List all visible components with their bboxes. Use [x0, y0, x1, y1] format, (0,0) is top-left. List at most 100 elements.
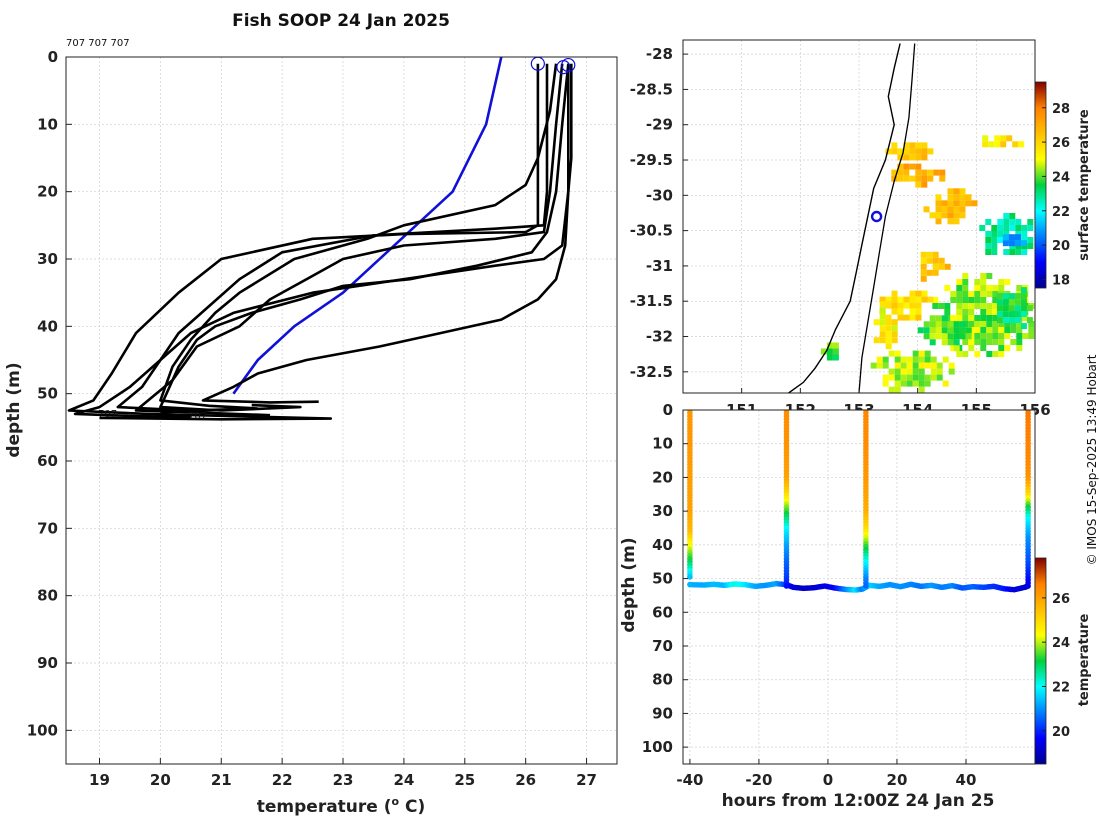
- sst-cell: [1010, 327, 1017, 333]
- sst-cell: [921, 290, 928, 297]
- profile-xtick-label: 25: [454, 771, 475, 789]
- sst-cell: [974, 315, 981, 321]
- sst-cell: [991, 237, 998, 243]
- sst-cell: [980, 321, 987, 327]
- sst-cell: [985, 219, 992, 225]
- hov-xtick-label: -40: [676, 771, 703, 789]
- sst-cell: [980, 291, 987, 297]
- sst-cell: [826, 354, 833, 361]
- sst-cell: [947, 333, 954, 340]
- sst-cell: [885, 337, 892, 344]
- sst-cell: [912, 350, 919, 357]
- sst-cell: [879, 301, 886, 308]
- sst-cell: [950, 297, 957, 303]
- sst-cell: [953, 339, 960, 346]
- sst-cell: [1020, 305, 1027, 312]
- sst-cell: [918, 362, 925, 369]
- sst-cell: [935, 333, 942, 340]
- sst-cell: [1008, 293, 1015, 300]
- hov-ytick-label: 100: [642, 738, 673, 756]
- sst-cell: [900, 380, 907, 387]
- sst-cell: [941, 321, 948, 328]
- sst-cell: [885, 325, 892, 332]
- sst-cell: [996, 317, 1003, 324]
- sst-cell: [1026, 305, 1033, 312]
- sst-cell: [832, 342, 839, 349]
- drop-id-label-2: 707: [188, 411, 207, 422]
- sst-cell: [974, 339, 981, 345]
- cast-point: [863, 583, 869, 589]
- sst-cell: [826, 342, 833, 349]
- temperature-colorbar: [1034, 557, 1047, 765]
- sst-cell: [956, 285, 963, 291]
- sst-cell: [962, 339, 969, 345]
- sst-cell: [929, 321, 936, 328]
- sst-cell: [944, 303, 951, 309]
- map-ytick-label: -31: [646, 257, 673, 275]
- cast-point: [1025, 583, 1031, 589]
- sst-cell: [941, 206, 948, 213]
- sst-cell: [997, 225, 1004, 231]
- shelf-contour: [858, 43, 916, 393]
- profile-frame: [65, 56, 618, 765]
- sst-cell: [891, 302, 898, 309]
- sst-colorbar-tick-label: 20: [1052, 239, 1070, 254]
- sst-cell: [947, 321, 954, 328]
- sst-cell: [1027, 243, 1034, 249]
- sst-cell: [986, 327, 993, 333]
- sst-cell: [941, 315, 948, 322]
- sst-cell: [891, 175, 898, 182]
- sst-cell: [947, 218, 954, 225]
- sst-cell: [942, 356, 949, 363]
- sst-cell: [909, 296, 916, 303]
- hov-xtick-label: 20: [887, 771, 908, 789]
- sst-cell: [962, 315, 969, 321]
- sst-cell: [935, 327, 942, 334]
- sst-cell: [879, 296, 886, 303]
- sst-cell: [885, 343, 892, 350]
- sst-cell: [1012, 141, 1019, 148]
- sst-cell: [980, 273, 987, 279]
- sst-cell: [953, 188, 960, 195]
- hov-ytick-label: 10: [652, 435, 673, 453]
- cast-point: [783, 583, 790, 589]
- sst-cell: [903, 163, 910, 170]
- drop-location-marker: [870, 210, 883, 223]
- sst-cell: [986, 291, 993, 297]
- sst-cell: [936, 362, 943, 369]
- hov-ytick-label: 40: [652, 536, 673, 554]
- temperature-colorbar-label: temperature: [1077, 614, 1092, 707]
- sst-cell: [950, 315, 957, 321]
- sst-cell: [897, 308, 904, 315]
- sst-cell: [1000, 141, 1007, 148]
- sst-cell: [920, 257, 927, 264]
- profile-line-profile-7: [73, 63, 573, 419]
- sst-cell: [974, 279, 981, 285]
- sst-cell: [994, 135, 1001, 142]
- sst-cell: [1026, 317, 1033, 324]
- sst-cell: [986, 309, 993, 315]
- sst-cell: [965, 327, 972, 334]
- hov-ylabel: depth (m): [619, 537, 639, 632]
- sst-cell: [903, 169, 910, 176]
- sst-cell: [1002, 317, 1009, 324]
- profile-line-climatology: [232, 57, 503, 395]
- sst-cell: [909, 163, 916, 170]
- sst-cell: [1016, 339, 1023, 345]
- sst-cell: [980, 297, 987, 303]
- sst-cell: [909, 175, 916, 182]
- profile-xtick-label: 27: [576, 771, 597, 789]
- profile-line-profile-3: [159, 63, 558, 410]
- sst-cell: [997, 231, 1004, 237]
- sst-cell: [1014, 240, 1021, 247]
- sst-cell: [947, 200, 954, 207]
- sst-cell: [930, 356, 937, 363]
- sst-cell: [980, 309, 987, 315]
- sst-cell: [915, 314, 922, 321]
- profile-line-profile-5: [159, 63, 570, 412]
- sst-cell: [998, 279, 1005, 285]
- sst-cell: [962, 279, 969, 285]
- sst-cell: [941, 333, 948, 340]
- sst-cell: [1014, 234, 1021, 241]
- sst-cell: [986, 273, 993, 279]
